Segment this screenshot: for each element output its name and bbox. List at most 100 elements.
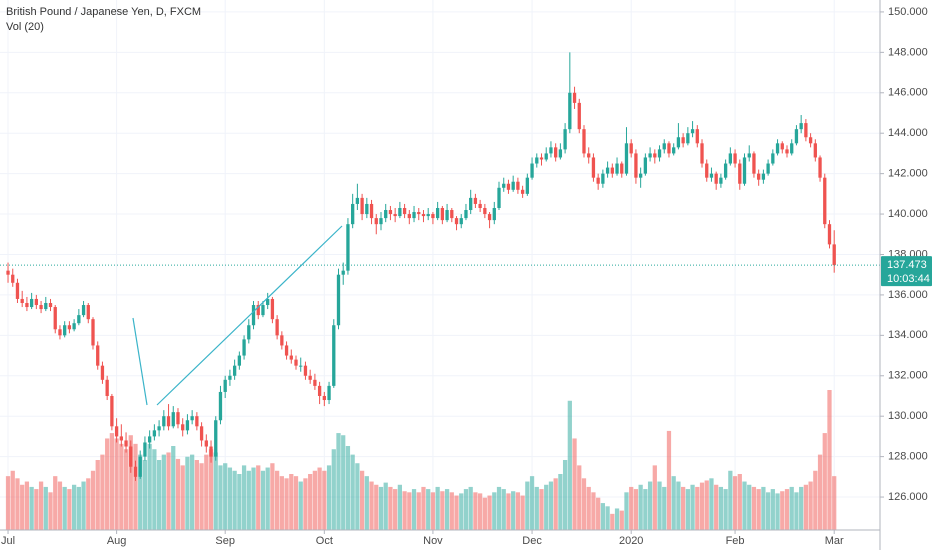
candle-body [195, 416, 199, 427]
volume-bar [685, 489, 690, 530]
candle-body [53, 307, 57, 330]
volume-bar [416, 492, 421, 530]
volume-bar [751, 486, 757, 530]
candle-body [648, 153, 652, 158]
candle-body [374, 218, 378, 225]
volume-bar [699, 482, 705, 530]
candle-body [572, 92, 577, 103]
candle-body [530, 163, 534, 178]
volume-bar [90, 470, 96, 530]
volume-bar [185, 456, 190, 530]
volume-bar [336, 433, 341, 530]
candle-body [6, 270, 10, 275]
candle-body [539, 157, 544, 160]
candle-body [247, 325, 251, 340]
candle-body [11, 274, 15, 283]
volume-bar [100, 454, 105, 530]
y-tick-label: 140.000 [888, 208, 928, 220]
volume-bar [718, 486, 724, 530]
y-tick-label: 132.000 [888, 370, 928, 382]
y-tick-label: 146.000 [888, 87, 928, 99]
candle-body [605, 167, 610, 174]
volume-bar [732, 476, 738, 530]
volume-bar [681, 486, 686, 530]
candle-body [91, 319, 95, 346]
volume-bar [29, 486, 34, 530]
volume-bar [629, 486, 634, 530]
volume-bar [756, 489, 761, 530]
volume-bar [109, 433, 115, 530]
volume-bar [218, 465, 223, 530]
volume-bar [780, 491, 785, 530]
volume-bar [241, 465, 247, 530]
candle-body [832, 244, 836, 266]
candle-body [785, 149, 789, 154]
volume-bar [24, 481, 30, 530]
volume-bar [5, 476, 11, 530]
candle-body [469, 197, 473, 211]
candle-body [266, 298, 270, 306]
volume-bar [308, 474, 313, 530]
candle-body [48, 303, 53, 308]
candle-body [601, 173, 605, 184]
candle-body [393, 214, 397, 217]
candle-body [676, 137, 681, 148]
volume-bar [10, 470, 15, 530]
y-tick-label: 136.000 [888, 289, 928, 301]
candle-body [214, 420, 218, 457]
volume-bar [138, 454, 143, 530]
volume-bar [548, 481, 554, 530]
candle-body [657, 149, 662, 158]
candle-body [728, 153, 732, 164]
candle-body [445, 210, 449, 221]
volume-bar [199, 463, 204, 530]
volume-bar [312, 470, 318, 530]
candle-body [148, 436, 152, 443]
volume-bar [322, 470, 327, 530]
volume-bar [237, 474, 242, 530]
candle-body [766, 163, 770, 174]
volume-bar [666, 430, 672, 530]
volume-bar [166, 452, 171, 530]
volume-bar [331, 449, 336, 530]
volume-bar [562, 460, 568, 530]
candle-body [667, 143, 671, 154]
candle-body [827, 224, 832, 245]
volume-bar [567, 400, 572, 530]
candle-body [431, 214, 435, 219]
volume-bar [742, 481, 747, 530]
candle-body [218, 391, 223, 421]
candle-body [426, 214, 430, 217]
volume-bar [473, 492, 478, 530]
volume-bar [142, 460, 148, 530]
candle-body [384, 210, 388, 219]
trend-line[interactable] [156, 225, 343, 406]
volume-bar [737, 474, 742, 530]
volume-bar [341, 435, 346, 530]
volume-bar [190, 454, 195, 530]
candle-body [251, 305, 256, 326]
candle-body [129, 446, 133, 467]
candle-body [81, 305, 86, 316]
volume-bar [128, 435, 133, 530]
volume-bar [359, 470, 365, 530]
volume-bar [765, 492, 771, 530]
candle-body [138, 456, 142, 477]
candle-body [280, 335, 284, 346]
candle-body [181, 424, 185, 431]
volume-bar [326, 465, 332, 530]
y-tick-label: 126.000 [888, 491, 928, 503]
candle-body [709, 173, 714, 178]
volume-bar [501, 489, 506, 530]
x-tick-label: Dec [522, 535, 542, 547]
volume-bar [435, 486, 440, 530]
candle-body [232, 365, 237, 376]
x-tick-label: Aug [107, 535, 127, 547]
volume-bar [208, 449, 214, 530]
candle-body [719, 177, 723, 184]
candle-body [690, 129, 695, 134]
trend-line[interactable] [132, 317, 148, 406]
candle-body [270, 298, 275, 320]
candle-body [228, 375, 232, 380]
